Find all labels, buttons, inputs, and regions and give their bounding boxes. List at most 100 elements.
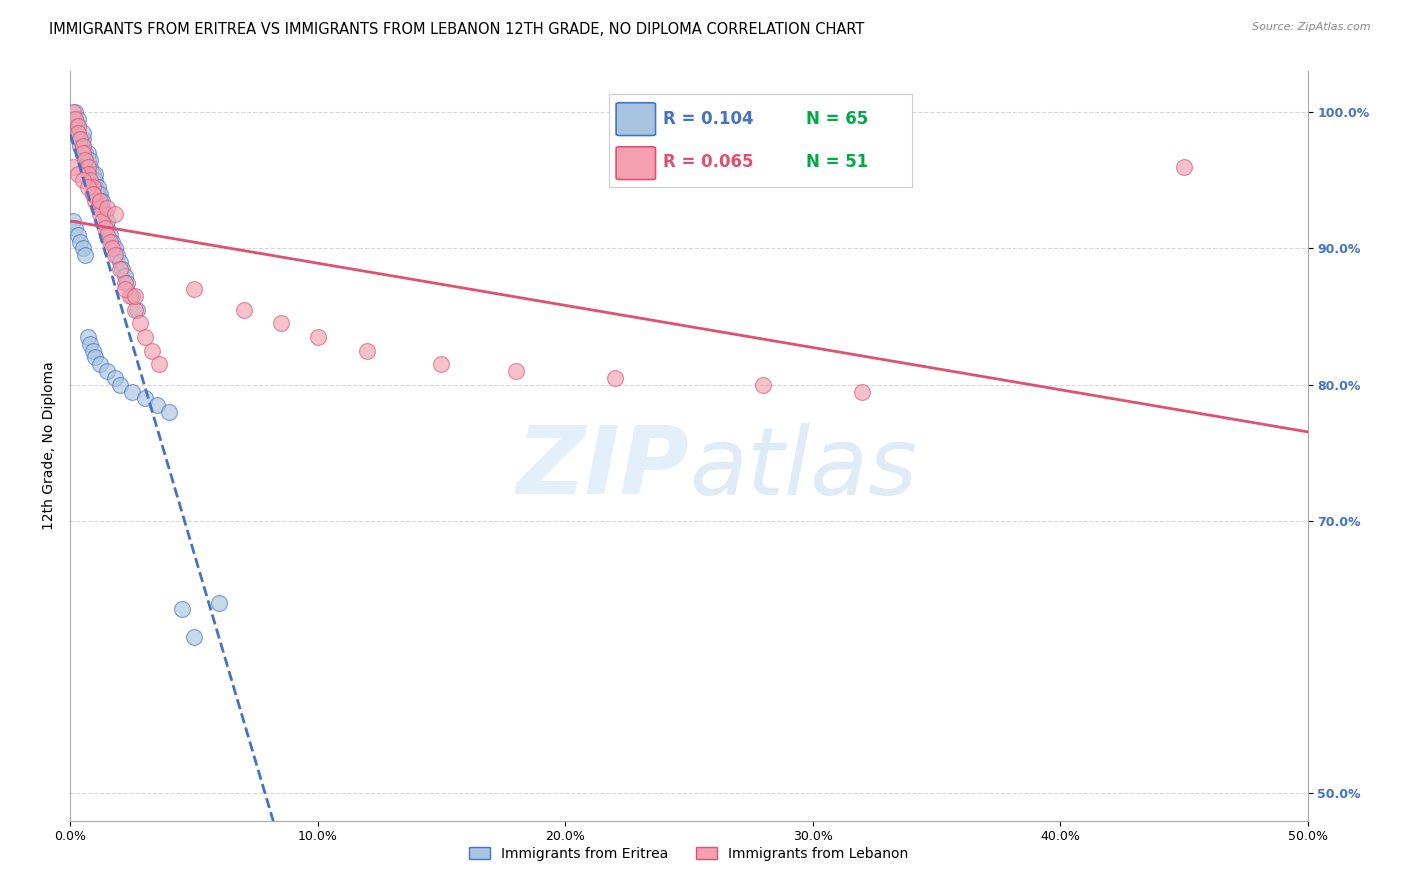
Point — [111, 261, 134, 276]
Point — [96, 364, 118, 378]
Point — [76, 160, 98, 174]
Point — [65, 112, 87, 126]
Point — [101, 235, 124, 249]
Point — [66, 126, 89, 140]
Point — [356, 343, 378, 358]
Point — [79, 173, 101, 187]
Point — [75, 248, 97, 262]
Point — [66, 167, 89, 181]
Point — [69, 139, 91, 153]
Point — [89, 207, 111, 221]
Point — [76, 146, 98, 161]
Point — [76, 180, 98, 194]
Point — [148, 357, 170, 371]
Text: Source: ZipAtlas.com: Source: ZipAtlas.com — [1253, 22, 1371, 32]
Point — [72, 139, 94, 153]
Point — [101, 242, 124, 256]
Point — [752, 377, 775, 392]
Point — [91, 201, 114, 215]
Point — [62, 160, 84, 174]
Point — [104, 207, 127, 221]
Point — [89, 194, 111, 208]
Point — [75, 146, 97, 161]
Point — [603, 371, 626, 385]
Point — [141, 343, 163, 358]
Point — [127, 302, 149, 317]
Point — [79, 336, 101, 351]
Point — [76, 160, 98, 174]
Point — [84, 351, 107, 365]
Point — [84, 167, 107, 181]
Point — [124, 289, 146, 303]
Point — [76, 153, 98, 167]
Point — [104, 242, 127, 256]
Point — [72, 139, 94, 153]
Legend: Immigrants from Eritrea, Immigrants from Lebanon: Immigrants from Eritrea, Immigrants from… — [464, 841, 914, 866]
Point — [89, 357, 111, 371]
Point — [65, 221, 87, 235]
Point — [79, 153, 101, 167]
Point — [108, 255, 131, 269]
Text: atlas: atlas — [689, 423, 917, 514]
Point — [75, 153, 97, 167]
Point — [69, 132, 91, 146]
Point — [115, 276, 138, 290]
Point — [307, 330, 329, 344]
Point — [104, 248, 127, 262]
Point — [91, 194, 114, 208]
Point — [84, 180, 107, 194]
Point — [98, 227, 121, 242]
Point — [66, 112, 89, 126]
Point — [72, 126, 94, 140]
Point — [84, 194, 107, 208]
Point — [94, 221, 117, 235]
Point — [134, 392, 156, 406]
Point — [114, 268, 136, 283]
Point — [1173, 160, 1195, 174]
Point — [146, 398, 169, 412]
Point — [157, 405, 180, 419]
Point — [75, 153, 97, 167]
Point — [82, 180, 104, 194]
Point — [66, 126, 89, 140]
Point — [183, 282, 205, 296]
Point — [66, 227, 89, 242]
Point — [94, 207, 117, 221]
Point — [114, 282, 136, 296]
Point — [69, 132, 91, 146]
Point — [134, 330, 156, 344]
Point — [89, 186, 111, 201]
Point — [208, 596, 231, 610]
Point — [232, 302, 254, 317]
Point — [96, 227, 118, 242]
Point — [65, 112, 87, 126]
Point — [89, 194, 111, 208]
Point — [72, 146, 94, 161]
Point — [121, 289, 143, 303]
Point — [72, 173, 94, 187]
Point — [66, 119, 89, 133]
Point — [91, 214, 114, 228]
Point — [124, 302, 146, 317]
Y-axis label: 12th Grade, No Diploma: 12th Grade, No Diploma — [42, 361, 56, 531]
Point — [121, 384, 143, 399]
Point — [82, 186, 104, 201]
Point — [84, 173, 107, 187]
Point — [72, 242, 94, 256]
Point — [505, 364, 527, 378]
Point — [96, 201, 118, 215]
Point — [66, 119, 89, 133]
Point — [82, 167, 104, 181]
Point — [86, 180, 108, 194]
Point — [62, 105, 84, 120]
Point — [128, 317, 150, 331]
Point — [69, 235, 91, 249]
Text: ZIP: ZIP — [516, 423, 689, 515]
Point — [86, 201, 108, 215]
Point — [96, 221, 118, 235]
Point — [65, 105, 87, 120]
Point — [82, 173, 104, 187]
Point — [62, 119, 84, 133]
Point — [108, 261, 131, 276]
Point — [82, 186, 104, 201]
